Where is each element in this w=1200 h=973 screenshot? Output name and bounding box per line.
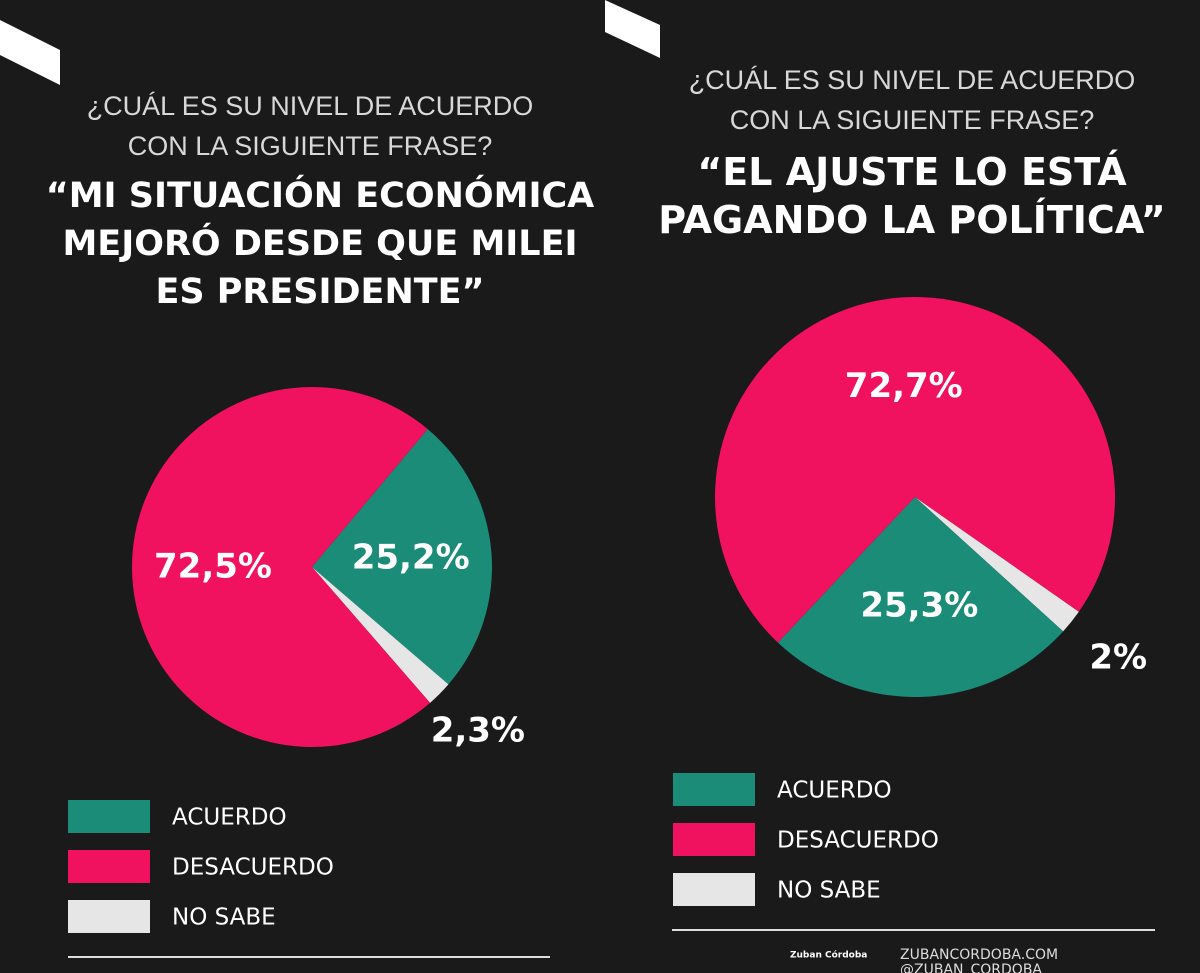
quote: “EL AJUSTE LO ESTÁ PAGANDO LA POLÍTICA” <box>658 150 1166 242</box>
data-label: 72,7% <box>845 366 963 406</box>
data-label: 25,2% <box>352 537 470 577</box>
pie-slice <box>777 497 1064 697</box>
legend-label: ACUERDO <box>172 805 287 831</box>
legend-swatch <box>673 873 755 906</box>
data-label: 25,3% <box>860 585 978 625</box>
decor <box>605 0 660 58</box>
question: ¿CUÁL ES SU NIVEL DE ACUERDO CON LA SIGU… <box>688 65 1136 135</box>
data-label: 2,3% <box>431 711 525 751</box>
legend-label: DESACUERDO <box>777 828 939 854</box>
data-label: 2% <box>1089 638 1147 678</box>
pie-slice <box>715 297 1115 643</box>
website: ZUBANCORDOBA.COM <box>900 947 1058 963</box>
pie-slice <box>312 429 493 685</box>
pie-slice <box>915 497 1079 632</box>
legend-label: DESACUERDO <box>172 855 334 881</box>
data-label: 72,5% <box>154 546 272 586</box>
legend-swatch <box>673 773 755 806</box>
decor <box>0 20 60 85</box>
legend-swatch <box>68 800 150 833</box>
legend-label: NO SABE <box>777 878 881 904</box>
pie-slice <box>132 387 431 747</box>
question: ¿CUÁL ES SU NIVEL DE ACUERDO CON LA SIGU… <box>86 91 534 161</box>
legend-swatch <box>673 823 755 856</box>
handle: @ZUBAN_CORDOBA <box>900 962 1042 973</box>
logo: Zuban Córdoba <box>790 950 867 961</box>
legend-label: ACUERDO <box>777 778 892 804</box>
legend-swatch <box>68 900 150 933</box>
legend-swatch <box>68 850 150 883</box>
quote: “MI SITUACIÓN ECONÓMICA MEJORÓ DESDE QUE… <box>45 176 595 312</box>
pie-slice <box>312 567 449 703</box>
legend-label: NO SABE <box>172 905 276 931</box>
